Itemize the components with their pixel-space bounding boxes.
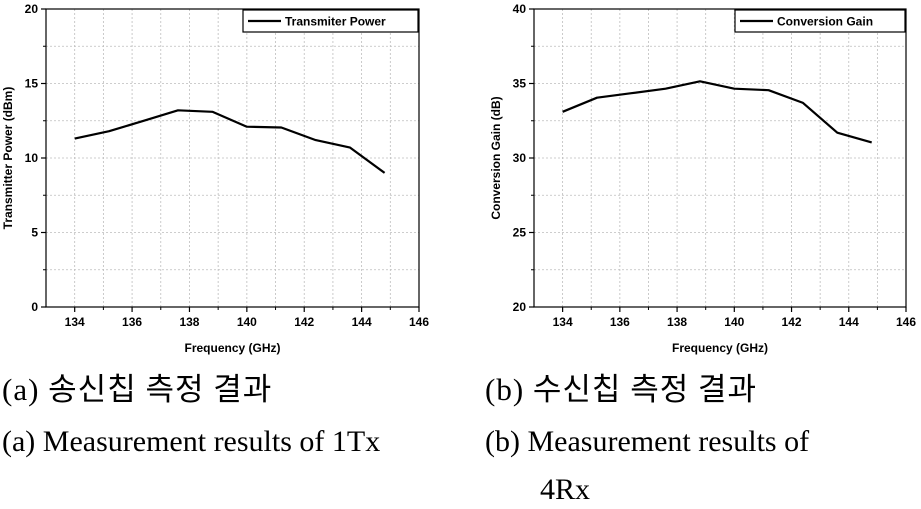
y-tick-label: 30 [513, 151, 527, 165]
x-tick-label: 138 [179, 315, 199, 329]
legend-label: Transmiter Power [285, 15, 386, 29]
x-tick-label: 136 [122, 315, 142, 329]
x-tick-label: 146 [409, 315, 429, 329]
x-tick-label: 138 [667, 315, 687, 329]
caption-right-korean: (b) 수신칩 측정 결과 [485, 372, 758, 407]
x-axis-title: Frequency (GHz) [184, 341, 280, 355]
transmitter-power-chart: 134 136 138 140 142 144 146 0 5 10 15 20 Frequency (… [1, 2, 429, 355]
x-tick-label: 134 [65, 315, 85, 329]
y-axis-title: Conversion Gain (dB) [489, 96, 503, 219]
y-tick-label: 40 [513, 2, 527, 16]
caption-right-english-line2: 4Rx [540, 473, 591, 506]
y-tick-label: 20 [25, 2, 39, 16]
x-tick-label: 146 [896, 315, 916, 329]
x-tick-label: 144 [352, 315, 372, 329]
x-tick-label: 134 [553, 315, 573, 329]
x-tick-label: 140 [724, 315, 744, 329]
x-tick-label: 144 [839, 315, 859, 329]
legend: Transmiter Power [242, 9, 419, 33]
y-tick-label: 25 [513, 226, 527, 240]
legend-box [734, 9, 906, 33]
legend-label: Conversion Gain [777, 15, 873, 29]
caption-right-english-line1: (b) Measurement results of [485, 425, 810, 458]
y-tick-label: 35 [513, 77, 527, 91]
legend: Conversion Gain [734, 9, 906, 33]
y-tick-label: 0 [31, 300, 38, 314]
series-line [562, 80, 872, 144]
conversion-gain-chart: 134 136 138 140 142 144 146 20 25 30 35 40 Frequency… [489, 2, 916, 355]
x-tick-label: 142 [782, 315, 802, 329]
x-tick-label: 142 [294, 315, 314, 329]
x-axis-title: Frequency (GHz) [672, 341, 768, 355]
x-tick-label: 140 [237, 315, 257, 329]
y-tick-label: 10 [25, 151, 39, 165]
legend-box [242, 9, 419, 33]
y-tick-label: 20 [513, 300, 527, 314]
series-line [74, 109, 386, 174]
y-tick-label: 5 [31, 226, 38, 240]
y-tick-label: 15 [25, 77, 39, 91]
y-axis-title: Transmitter Power (dBm) [1, 87, 15, 230]
caption-left-korean: (a) 송신칩 측정 결과 [2, 372, 273, 407]
caption-left-english: (a) Measurement results of 1Tx [2, 425, 381, 458]
x-tick-label: 136 [610, 315, 630, 329]
